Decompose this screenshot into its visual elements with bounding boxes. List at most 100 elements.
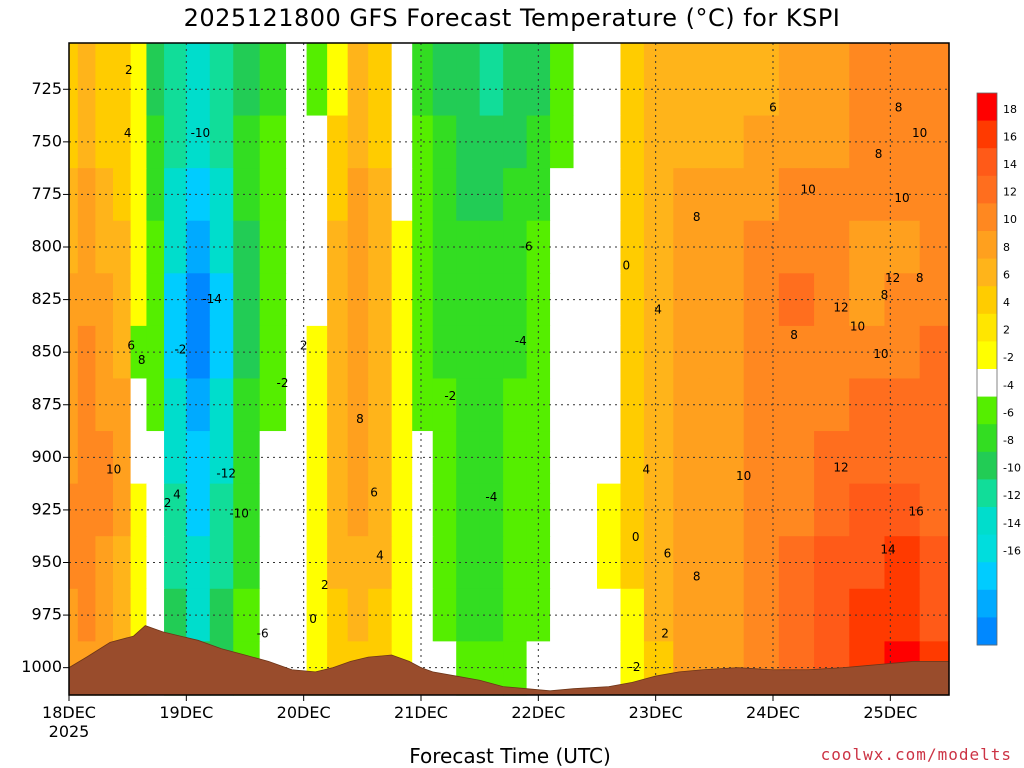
field-cell (327, 378, 349, 432)
colorbar-swatch (977, 93, 997, 122)
y-axis: 725 750 775 800 825 850 875 900 925 950 975 1000 (21, 79, 69, 676)
field-cell (412, 43, 434, 117)
contour-label: 8 (881, 288, 889, 302)
colorbar-label: 6 (1003, 268, 1010, 281)
contour-label: -2 (444, 389, 456, 403)
contour-label: 0 (309, 612, 317, 626)
field-cell (412, 378, 434, 432)
field-cell (327, 273, 349, 327)
field-cell (146, 431, 165, 485)
field-cell (286, 536, 308, 590)
field-cell (113, 115, 132, 169)
colorbar-swatch (977, 231, 997, 260)
field-cell (743, 483, 780, 537)
contour-label: -10 (229, 507, 249, 521)
colorbar-swatch (977, 258, 997, 287)
contour-labels: 246810-224-10-14-12-10-6-2286420-2-6-4-4… (106, 63, 927, 674)
field-cell (503, 588, 528, 642)
colorbar-label: 10 (1003, 213, 1017, 226)
contour-label: 2 (661, 627, 669, 641)
y-tick-label: 800 (31, 237, 62, 256)
field-cell (673, 273, 710, 327)
contour-label: 0 (623, 258, 631, 272)
field-cell (209, 43, 234, 117)
field-cell (113, 43, 132, 117)
x-tick-label: 21DEC (394, 703, 448, 722)
temperature-field (69, 43, 950, 696)
field-cell (77, 588, 96, 642)
colorbar-swatch (977, 120, 997, 149)
colorbar-swatch (977, 148, 997, 177)
field-cell (391, 378, 413, 432)
field-cell (286, 168, 308, 222)
field-cell (412, 431, 434, 485)
field-cell (479, 43, 504, 117)
field-cell (77, 168, 96, 222)
field-cell (286, 431, 308, 485)
field-cell (503, 273, 528, 327)
field-cell (391, 483, 413, 537)
field-cell (391, 325, 413, 380)
contour-label: 12 (833, 301, 848, 315)
colorbar-label: 16 (1003, 130, 1017, 143)
colorbar-frame (976, 92, 998, 646)
field-cell (743, 168, 780, 222)
field-cell (306, 273, 328, 327)
field-cell (286, 220, 308, 274)
y-tick-label: 750 (31, 131, 62, 150)
field-cell (77, 115, 96, 169)
field-cell (708, 378, 745, 432)
field-cell (95, 43, 114, 117)
colorbar-label: -10 (1003, 462, 1021, 475)
contour-label: -6 (257, 627, 269, 641)
field-cell (77, 536, 96, 590)
field-cell (286, 483, 308, 537)
field-cell (503, 115, 528, 169)
colorbar-swatch (977, 286, 997, 315)
contour-label: 2 (300, 338, 308, 352)
field-cell (130, 536, 148, 590)
contour-label: 8 (138, 353, 146, 367)
contour-label: -2 (174, 343, 186, 357)
field-cell (130, 378, 148, 432)
field-cell (327, 43, 349, 117)
colorbar: 18 16 14 12 10 8 6 4 2 -2 -4 -6 -8 -10 -12 -14 -16 (976, 92, 1021, 646)
field-cell (573, 641, 598, 696)
contour-label: -2 (277, 376, 289, 390)
field-cell (69, 483, 79, 537)
field-cell (130, 325, 148, 380)
field-cell (503, 431, 528, 485)
x-tick-label: 23DEC (629, 703, 683, 722)
colorbar-swatch (977, 396, 997, 425)
contour-label: 4 (124, 126, 132, 140)
field-cell (164, 536, 187, 590)
colorbar-swatch (977, 534, 997, 563)
field-cell (113, 588, 132, 642)
field-cell (164, 378, 187, 432)
field-cell (391, 273, 413, 327)
credit-link[interactable]: coolwx.com/modelts (820, 745, 1012, 764)
field-cell (327, 536, 349, 590)
plot-frame (68, 42, 950, 696)
field-cell (77, 378, 96, 432)
terrain-surface (68, 625, 950, 696)
field-cell (884, 588, 921, 642)
field-cell (164, 273, 187, 327)
field-cell (69, 273, 79, 327)
field-cell (673, 168, 710, 222)
field-cell (673, 115, 710, 169)
field-cell (503, 483, 528, 537)
field-cell (69, 431, 79, 485)
field-cell (550, 43, 575, 117)
colorbar-label: -4 (1003, 379, 1014, 392)
colorbar-swatch (977, 451, 997, 480)
field-cell (743, 325, 780, 380)
field-cell (69, 168, 79, 222)
field-cell (327, 168, 349, 222)
contour-label: 6 (664, 547, 672, 561)
field-cell (673, 431, 710, 485)
x-tick-label: 25DEC (863, 703, 917, 722)
colorbar-swatch (977, 341, 997, 370)
field-cell (164, 43, 187, 117)
contour-label: 2 (125, 63, 133, 77)
